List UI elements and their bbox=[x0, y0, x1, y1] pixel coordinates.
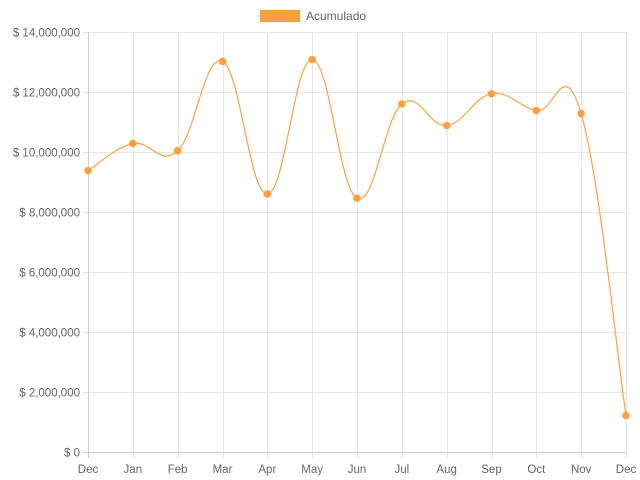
y-tick-label: $ 8,000,000 bbox=[19, 208, 80, 220]
legend-swatch bbox=[260, 10, 300, 22]
data-point[interactable] bbox=[263, 190, 272, 198]
x-tick-label: May bbox=[301, 464, 323, 476]
legend-label: Acumulado bbox=[306, 9, 367, 23]
x-tick-label: Jul bbox=[394, 464, 409, 476]
y-tick-label: $ 0 bbox=[64, 448, 80, 460]
x-tick-label: Mar bbox=[213, 464, 233, 476]
data-point[interactable] bbox=[84, 166, 92, 175]
data-point[interactable] bbox=[442, 121, 451, 130]
data-point[interactable] bbox=[308, 55, 316, 64]
y-tick-label: $ 4,000,000 bbox=[19, 328, 80, 340]
x-tick-label: Nov bbox=[571, 464, 592, 476]
x-tick-label: Jun bbox=[348, 464, 367, 476]
y-tick-label: $ 6,000,000 bbox=[19, 268, 80, 280]
x-tick-label: Apr bbox=[258, 464, 276, 476]
y-tick-label: $ 12,000,000 bbox=[13, 88, 80, 100]
x-tick-label: Aug bbox=[436, 464, 456, 476]
data-point[interactable] bbox=[577, 109, 585, 118]
x-tick-label: Oct bbox=[527, 464, 546, 476]
x-tick-label: Dec bbox=[616, 464, 637, 476]
data-point[interactable] bbox=[532, 106, 541, 115]
data-point[interactable] bbox=[353, 194, 361, 202]
x-tick-label: Dec bbox=[78, 464, 99, 476]
data-point[interactable] bbox=[622, 411, 630, 420]
data-point[interactable] bbox=[218, 57, 227, 66]
data-point[interactable] bbox=[173, 147, 182, 155]
chart-legend[interactable]: Acumulado bbox=[260, 8, 366, 24]
x-tick-label: Sep bbox=[481, 464, 501, 476]
x-tick-label: Jan bbox=[124, 464, 143, 476]
data-point[interactable] bbox=[398, 100, 406, 108]
y-tick-label: $ 14,000,000 bbox=[13, 28, 80, 40]
y-tick-label: $ 10,000,000 bbox=[13, 148, 80, 160]
data-point[interactable] bbox=[487, 90, 496, 98]
data-point[interactable] bbox=[129, 139, 137, 148]
x-tick-label: Feb bbox=[168, 464, 188, 476]
y-tick-label: $ 2,000,000 bbox=[19, 388, 80, 400]
